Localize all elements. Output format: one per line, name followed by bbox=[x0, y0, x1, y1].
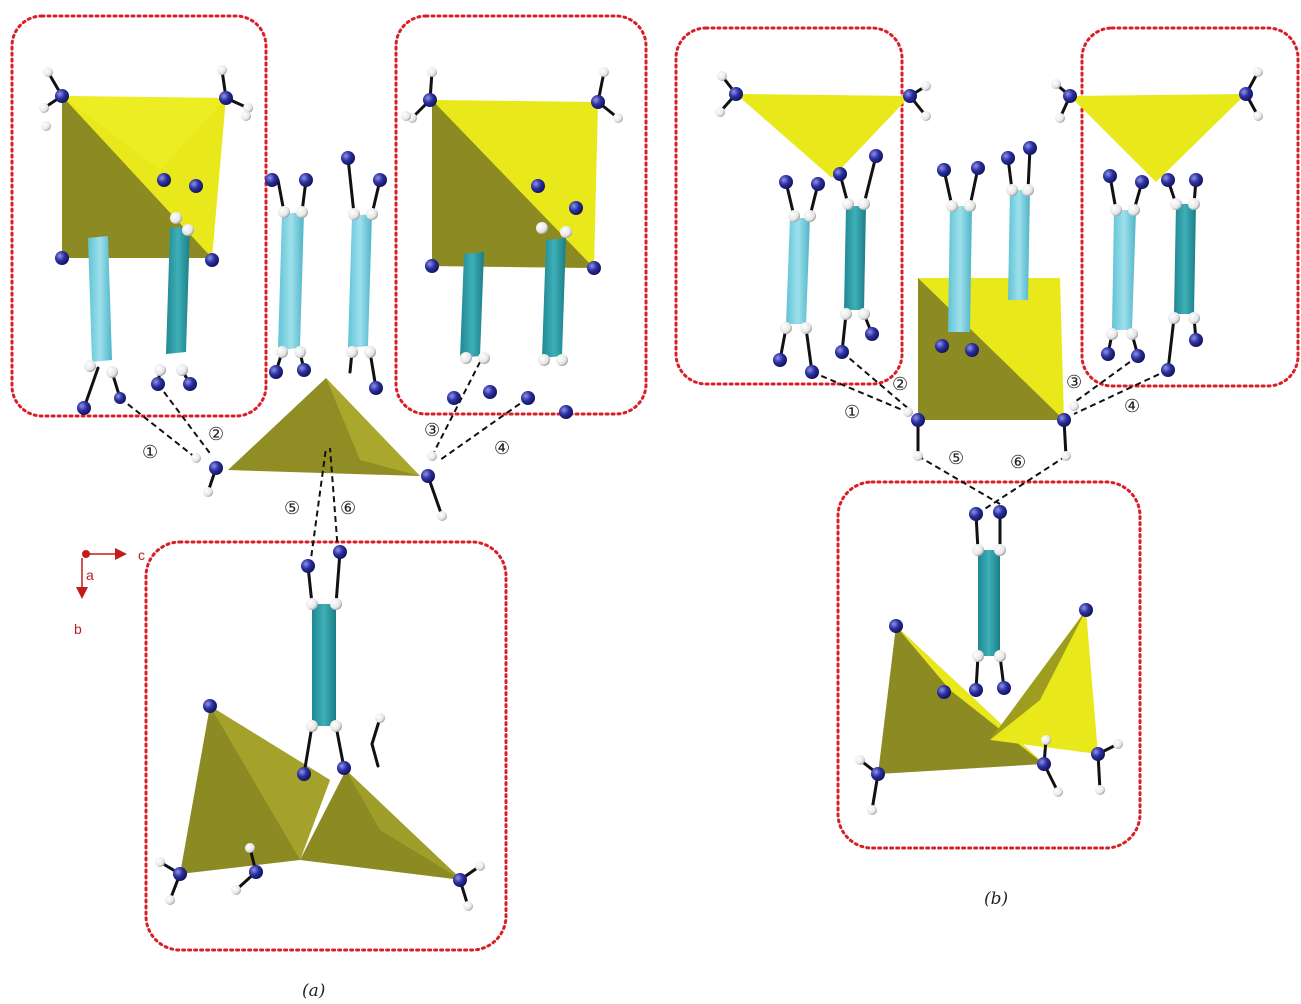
frame-a-top-left bbox=[10, 14, 268, 418]
contact-label-4-a: ④ bbox=[494, 438, 510, 459]
tetrahedron-a-tl bbox=[62, 96, 226, 258]
contact-label-2-a: ② bbox=[208, 424, 224, 445]
contact-label-3-b: ③ bbox=[1066, 372, 1082, 393]
contact-label-6-a: ⑥ bbox=[340, 498, 356, 519]
hbonds-b bbox=[811, 351, 1169, 513]
hydrogen-atoms-a bbox=[39, 65, 623, 911]
contact-label-4-b: ④ bbox=[1124, 396, 1140, 417]
contact-label-1-a: ① bbox=[142, 442, 158, 463]
frame-a-top-right bbox=[394, 14, 648, 416]
tetrahedron-b-tr bbox=[1070, 94, 1246, 182]
panel-label-a: (a) bbox=[302, 981, 325, 1001]
frame-b-top-right bbox=[1080, 26, 1300, 388]
contact-label-1-b: ① bbox=[844, 402, 860, 423]
axis-label-b: b bbox=[74, 621, 82, 637]
ring-group-a bbox=[88, 212, 566, 726]
contact-label-3-a: ③ bbox=[424, 420, 440, 441]
nitrogen-atoms-b bbox=[729, 87, 1253, 781]
frame-b-top-left bbox=[674, 26, 904, 386]
axis-label-c: c bbox=[138, 547, 145, 563]
contact-label-5-a: ⑤ bbox=[284, 498, 300, 519]
tetrahedron-a-tr bbox=[432, 100, 598, 268]
contact-label-2-b: ② bbox=[892, 374, 908, 395]
panel-b: ① ② ③ ④ ⑤ ⑥ (b) bbox=[674, 26, 1300, 909]
panel-a: ① ② ③ ④ ⑤ ⑥ c a b (a) bbox=[10, 14, 648, 1001]
contact-label-6-b: ⑥ bbox=[1010, 452, 1026, 473]
hydrogen-atoms-b bbox=[715, 67, 1263, 815]
tetrahedron-a-bottom bbox=[180, 706, 462, 880]
frame-b-bottom bbox=[836, 480, 1142, 850]
nitrogen-atoms-a bbox=[55, 89, 605, 887]
hbonds-a bbox=[119, 361, 529, 567]
axis-origin-dot bbox=[82, 550, 90, 558]
panel-label-b: (b) bbox=[984, 889, 1008, 909]
tetrahedron-b-bottom bbox=[878, 610, 1098, 774]
axis-label-a: a bbox=[86, 567, 94, 583]
axes-indicator: c a b bbox=[74, 547, 145, 637]
tetrahedron-a-center bbox=[228, 378, 420, 476]
tetrahedron-b-tl bbox=[736, 94, 910, 178]
bonds-b bbox=[718, 70, 1260, 812]
frame-a-bottom bbox=[144, 540, 508, 952]
ring-group-b bbox=[786, 190, 1196, 656]
contact-label-5-b: ⑤ bbox=[948, 448, 964, 469]
